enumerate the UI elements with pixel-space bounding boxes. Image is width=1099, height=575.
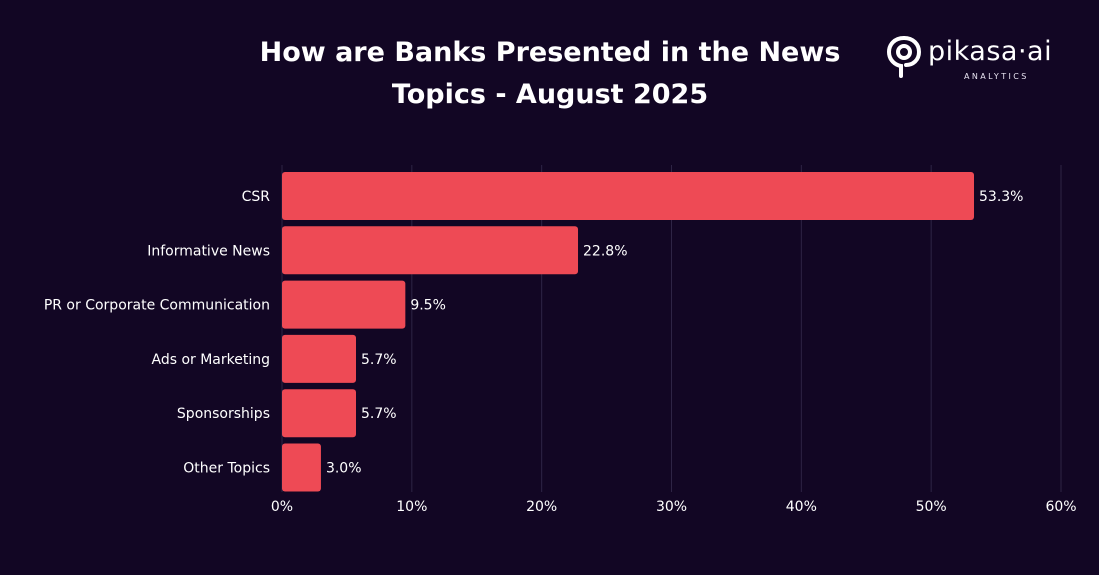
value-label: 53.3% [979, 189, 1023, 205]
category-label: Informative News [147, 243, 270, 259]
x-tick-label: 20% [526, 499, 557, 515]
chart-title-line2: Topics - August 2025 [391, 79, 709, 110]
brand-logo: pikasa·ai ANALYTICS [886, 32, 1076, 84]
value-label: 5.7% [361, 406, 397, 422]
x-tick-label: 40% [786, 499, 817, 515]
category-label: CSR [242, 189, 271, 205]
x-tick-label: 50% [916, 499, 947, 515]
x-axis-tick-labels: 0% 10% 20% 30% 40% 50% 60% [271, 499, 1077, 515]
x-tick-label: 10% [396, 499, 427, 515]
value-labels: 53.3% 22.8% 9.5% 5.7% 5.7% 3.0% [326, 189, 1024, 477]
bars [282, 172, 975, 492]
x-tick-label: 60% [1045, 499, 1076, 515]
bar [282, 172, 975, 220]
value-label: 5.7% [361, 352, 397, 368]
category-labels: CSR Informative News PR or Corporate Commu… [44, 189, 270, 477]
logo-subtitle: ANALYTICS [964, 72, 1029, 81]
value-label: 3.0% [326, 461, 362, 477]
logo-wordmark: pikasa·ai [928, 36, 1053, 67]
bar [282, 280, 406, 329]
category-label: PR or Corporate Communication [44, 298, 270, 314]
chart-title: How are Banks Presented in the News Topi… [200, 32, 900, 116]
bar [282, 226, 579, 275]
value-label: 22.8% [583, 243, 627, 259]
pikasa-logo-icon [886, 36, 922, 78]
bar [282, 334, 357, 383]
category-label: Ads or Marketing [151, 352, 270, 368]
x-tick-label: 0% [271, 499, 293, 515]
chart-title-line1: How are Banks Presented in the News [259, 37, 841, 68]
bar [282, 389, 357, 438]
category-label: Sponsorships [177, 406, 270, 422]
bar [282, 443, 321, 492]
x-tick-label: 30% [656, 499, 687, 515]
category-label: Other Topics [183, 461, 270, 477]
value-label: 9.5% [410, 298, 446, 314]
